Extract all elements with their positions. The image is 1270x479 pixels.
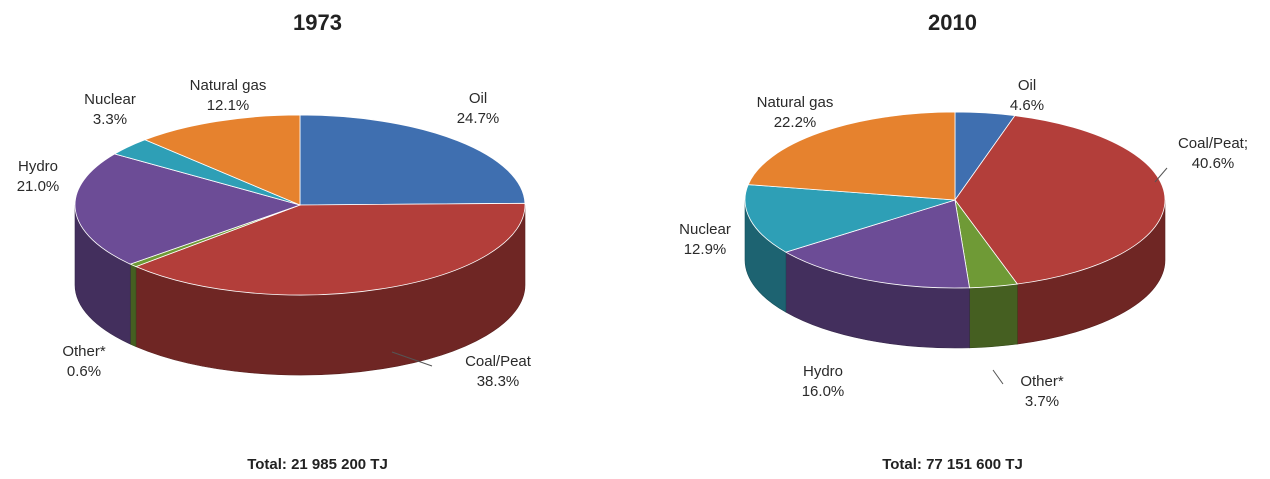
slice-label-oil: Oil bbox=[469, 90, 487, 107]
slice-label-natural-gas: Natural gas bbox=[757, 94, 834, 111]
pie-slice-side-other bbox=[969, 283, 1018, 349]
pie-slice-hydro bbox=[784, 199, 970, 289]
chart-title: 1973 bbox=[293, 10, 342, 35]
pie-slice-hydro bbox=[74, 153, 302, 265]
slice-label-coal-peat: Coal/Peat; bbox=[1178, 135, 1248, 152]
pie-slice-side-other bbox=[129, 263, 137, 348]
slice-value-other: 3.7% bbox=[1025, 393, 1059, 410]
slice-label-natural-gas: Natural gas bbox=[190, 77, 267, 94]
leader-line-coal-peat bbox=[1154, 167, 1168, 183]
slice-label-hydro: Hydro bbox=[18, 158, 58, 175]
slice-label-other: Other* bbox=[1020, 373, 1064, 390]
chart-title: 2010 bbox=[928, 10, 977, 35]
leader-line-other bbox=[992, 369, 1004, 385]
slice-label-oil: Oil bbox=[1018, 77, 1036, 94]
pie-slice-natural-gas bbox=[747, 111, 956, 201]
chart-total: Total: 77 151 600 TJ bbox=[882, 456, 1023, 473]
slice-value-natural-gas: 22.2% bbox=[774, 114, 817, 131]
slice-label-nuclear: Nuclear bbox=[679, 221, 731, 238]
chart-total: Total: 21 985 200 TJ bbox=[247, 456, 388, 473]
leader-line-coal-peat bbox=[391, 351, 433, 367]
pie-slice-nuclear bbox=[744, 184, 956, 253]
slice-value-coal-peat: 40.6% bbox=[1192, 155, 1235, 172]
pie-chart-1973: 1973 Oil 24.7% Coal/Peat 38.3% Other* 0.6% Hyd… bbox=[17, 10, 532, 473]
slice-value-hydro: 21.0% bbox=[17, 178, 60, 195]
pie-plot-1973: Oil 24.7% Coal/Peat 38.3% Other* 0.6% Hydro 21.… bbox=[17, 77, 532, 390]
pie-slice-natural-gas bbox=[143, 114, 301, 206]
slice-value-nuclear: 12.9% bbox=[684, 241, 727, 258]
slice-value-other: 0.6% bbox=[67, 363, 101, 380]
slice-value-natural-gas: 12.1% bbox=[207, 97, 250, 114]
slice-label-hydro: Hydro bbox=[803, 363, 843, 380]
slice-label-coal-peat: Coal/Peat bbox=[465, 353, 532, 370]
slice-label-other: Other* bbox=[62, 343, 106, 360]
pie-chart-2010: 2010 Oil 4.6% Coal/Peat; 40.6% Other* 3.7% Hyd… bbox=[635, 0, 1270, 479]
slice-value-hydro: 16.0% bbox=[802, 383, 845, 400]
slice-value-coal-peat: 38.3% bbox=[477, 373, 520, 390]
pie-slice-oil bbox=[299, 114, 526, 206]
slice-value-oil: 24.7% bbox=[457, 110, 500, 127]
pie-plot-2010: Oil 4.6% Coal/Peat; 40.6% Other* 3.7% Hydro 16.… bbox=[679, 77, 1248, 410]
pie-slice-coal-peat bbox=[954, 115, 1166, 285]
slice-label-nuclear: Nuclear bbox=[84, 91, 136, 108]
slice-value-oil: 4.6% bbox=[1010, 97, 1044, 114]
pie-slice-coal-peat bbox=[134, 202, 526, 296]
slice-value-nuclear: 3.3% bbox=[93, 111, 127, 128]
